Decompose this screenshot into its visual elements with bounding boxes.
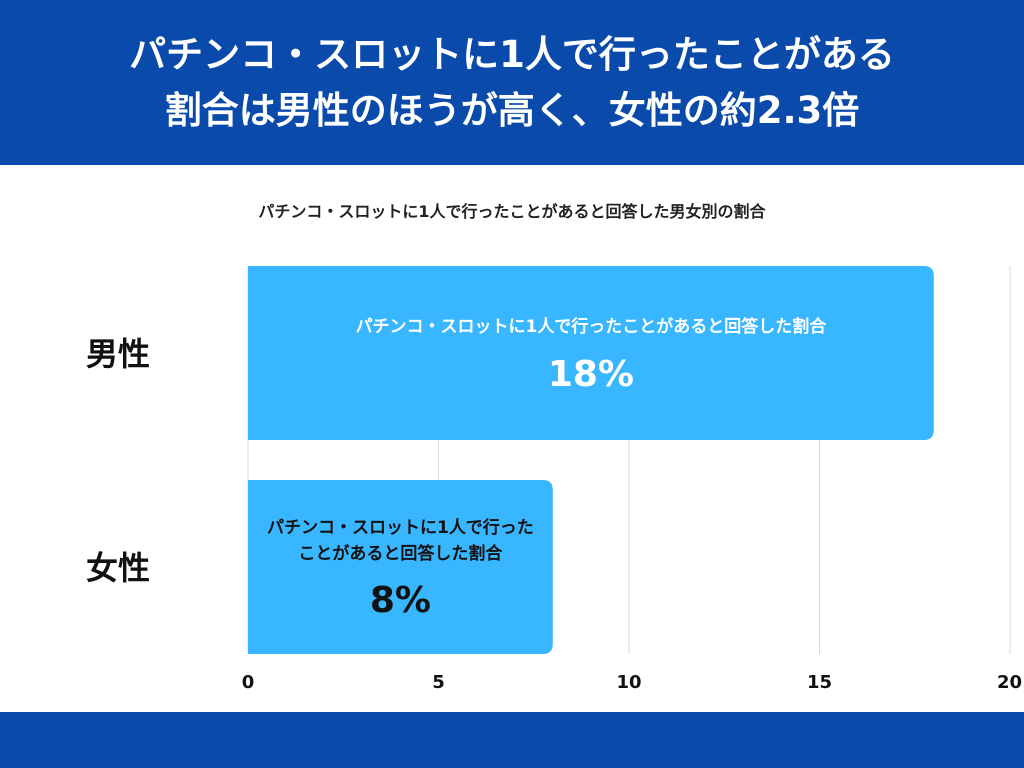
tick-label: 20 (997, 672, 1022, 693)
data-label: 18% (548, 354, 634, 395)
chart-title: パチンコ・スロットに1人で行ったことがあると回答した男女別の割合 (258, 202, 766, 221)
category-label: 女性 (86, 549, 150, 587)
header-banner: パチンコ・スロットに1人で行ったことがある 割合は男性のほうが高く、女性の約2.… (0, 0, 1024, 165)
category-label: 男性 (86, 335, 150, 373)
headline-line-2: 割合は男性のほうが高く、女性の約2.3倍 (164, 88, 860, 132)
bar-caption: パチンコ・スロットに1人で行ったことがあると回答した割合 (355, 316, 827, 337)
tick-label: 10 (616, 672, 641, 693)
data-label: 8% (370, 580, 431, 621)
bar (248, 480, 553, 654)
tick-label: 5 (432, 672, 445, 693)
headline-line-1: パチンコ・スロットに1人で行ったことがある (129, 32, 895, 76)
bar-caption: ことがあると回答した割合 (298, 543, 503, 564)
bar (248, 266, 934, 440)
bar-chart: パチンコ・スロットに1人で行ったことがあると回答した割合18%男性パチンコ・スロ… (86, 266, 1022, 693)
tick-label: 0 (242, 672, 255, 693)
footer-banner (0, 712, 1024, 768)
tick-label: 15 (807, 672, 832, 693)
bar-caption: パチンコ・スロットに1人で行った (267, 517, 534, 538)
